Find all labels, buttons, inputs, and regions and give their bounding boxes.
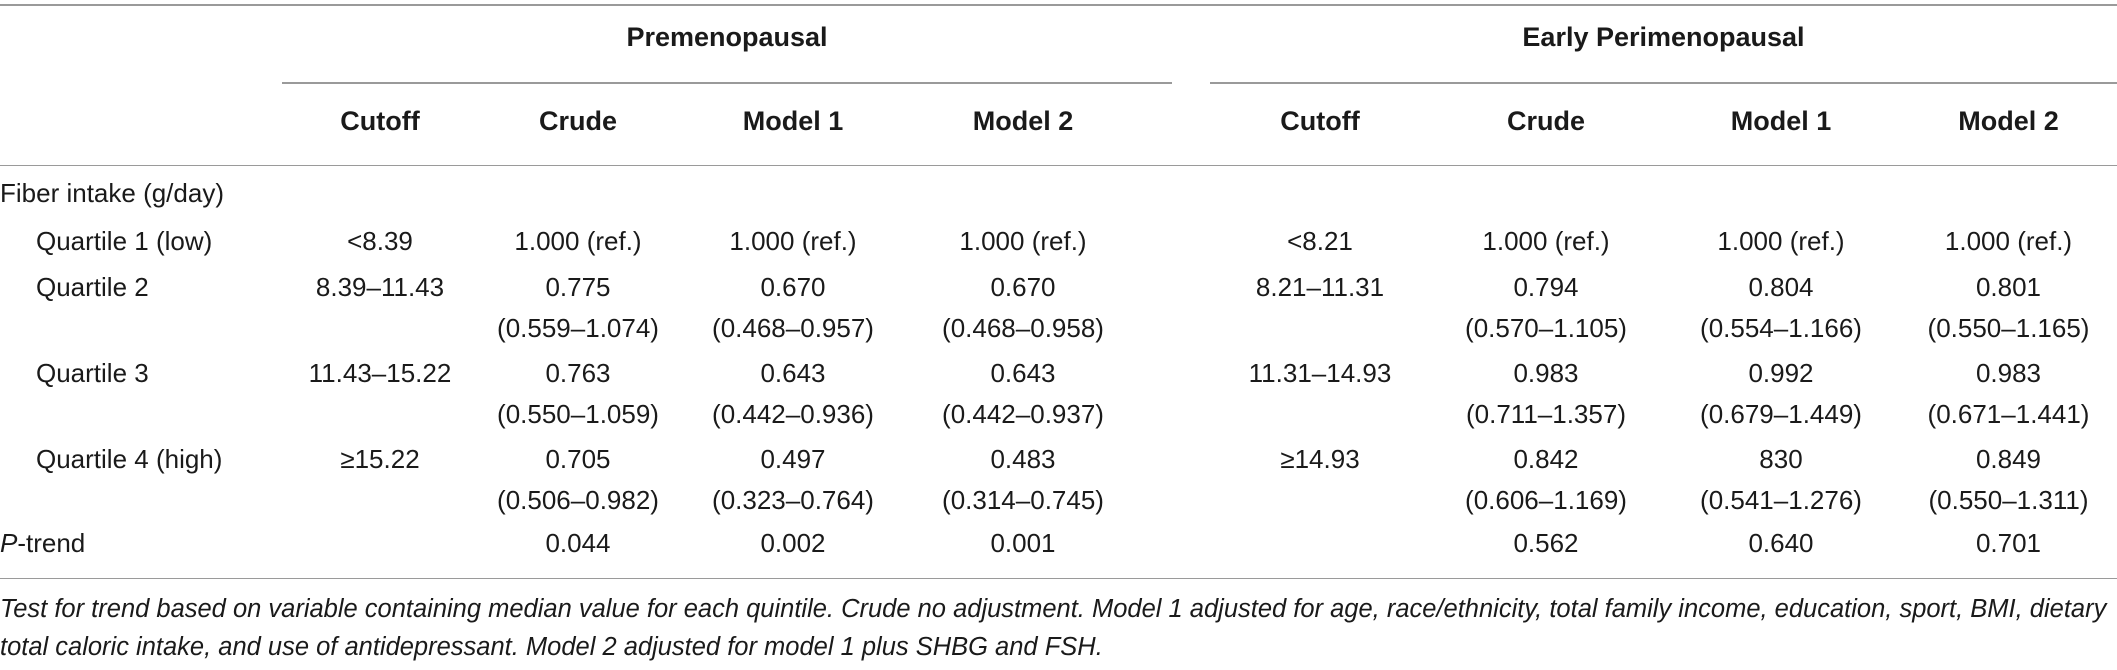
table-cell: 0.983 <box>1975 358 2042 388</box>
table-cell: 0.804 <box>1748 272 1814 302</box>
table-cell: 11.43–15.22 <box>308 358 452 388</box>
table-cell: 0.849 <box>1975 444 2042 474</box>
table-cell: 0.763 <box>545 358 611 388</box>
p-trend-cell: 0.044 <box>545 528 611 558</box>
bottom-rule <box>0 578 2117 579</box>
table-cell: 1.000 (ref.) <box>1717 226 1845 256</box>
top-rule <box>0 4 2117 6</box>
table-cell-ci: (0.468–0.958) <box>942 313 1104 343</box>
table-cell-ci: (0.550–1.165) <box>1927 313 2090 343</box>
table-cell-ci: (0.468–0.957) <box>712 313 874 343</box>
table-cell-ci: (0.541–1.276) <box>1700 485 1862 515</box>
table-cell: 8.39–11.43 <box>315 272 445 302</box>
group-rule-early-perimenopausal <box>1210 82 2117 84</box>
table-cell: 0.775 <box>545 272 611 302</box>
table-cell-ci: (0.606–1.169) <box>1465 485 1627 515</box>
column-header-pre-model-1: Model 1 <box>742 106 844 136</box>
table-cell-ci: (0.442–0.937) <box>942 399 1104 429</box>
table-cell: 0.983 <box>1513 358 1579 388</box>
table-cell: 1.000 (ref.) <box>514 226 642 256</box>
table-cell: 830 <box>1759 444 1803 474</box>
table-cell-ci: (0.550–1.311) <box>1928 485 2089 515</box>
p-trend-label-rest: -trend <box>17 528 86 558</box>
table-cell: 0.801 <box>1975 272 2042 302</box>
column-header-pre-crude: Crude <box>538 106 617 136</box>
group-header-premenopausal: Premenopausal <box>626 22 828 52</box>
table-cell: 0.670 <box>760 272 826 302</box>
table-cell: 0.670 <box>990 272 1056 302</box>
p-trend-cell: 0.701 <box>1975 528 2042 558</box>
table-cell-ci: (0.711–1.357) <box>1466 399 1626 429</box>
p-trend-cell: 0.562 <box>1513 528 1579 558</box>
row-label: Quartile 3 <box>36 358 149 388</box>
table-cell: ≥15.22 <box>340 444 420 474</box>
table-cell: 1.000 (ref.) <box>1482 226 1610 256</box>
row-label: Quartile 4 (high) <box>36 444 223 474</box>
row-label-p-trend: P-trend <box>0 522 85 565</box>
table-cell: 0.992 <box>1748 358 1814 388</box>
table-cell-ci: (0.554–1.166) <box>1700 313 1862 343</box>
table-cell: <8.21 <box>1287 226 1353 256</box>
table-cell: 0.643 <box>990 358 1056 388</box>
p-trend-cell: 0.640 <box>1748 528 1814 558</box>
p-trend-cell: 0.001 <box>990 528 1056 558</box>
p-trend-cell: 0.002 <box>760 528 826 558</box>
table-cell-ci: (0.550–1.059) <box>497 399 659 429</box>
table-cell: 8.21–11.31 <box>1255 272 1385 302</box>
table-cell: 0.705 <box>545 444 611 474</box>
table-cell-ci: (0.559–1.074) <box>497 313 659 343</box>
p-trend-label-italic: P <box>0 528 18 558</box>
table-cell-ci: (0.442–0.936) <box>712 399 874 429</box>
table-cell: 0.497 <box>760 444 826 474</box>
table-cell-ci: (0.314–0.745) <box>942 485 1104 515</box>
table-cell: 1.000 (ref.) <box>959 226 1087 256</box>
group-rule-premenopausal <box>282 82 1172 84</box>
column-header-peri-cutoff: Cutoff <box>1280 106 1360 136</box>
column-header-peri-model-1: Model 1 <box>1730 106 1832 136</box>
section-label-fiber-intake: Fiber intake (g/day) <box>0 178 224 208</box>
table-cell: 0.643 <box>760 358 826 388</box>
table-cell-ci: (0.323–0.764) <box>712 485 874 515</box>
table-cell: <8.39 <box>347 226 413 256</box>
table-cell-ci: (0.506–0.982) <box>497 485 659 515</box>
table-cell-ci: (0.570–1.105) <box>1465 313 1627 343</box>
table-cell: ≥14.93 <box>1280 444 1360 474</box>
column-header-pre-model-2: Model 2 <box>972 106 1074 136</box>
table-cell: 0.842 <box>1513 444 1579 474</box>
table-cell-ci: (0.671–1.441) <box>1927 399 2090 429</box>
table-cell: 0.794 <box>1513 272 1579 302</box>
table-cell: 0.483 <box>990 444 1056 474</box>
group-header-early-perimenopausal: Early Perimenopausal <box>1522 22 1805 52</box>
column-header-peri-crude: Crude <box>1506 106 1585 136</box>
row-label: Quartile 1 (low) <box>36 226 213 256</box>
column-header-pre-cutoff: Cutoff <box>340 106 420 136</box>
row-label: Quartile 2 <box>36 272 149 302</box>
table-footnote: Test for trend based on variable contain… <box>0 595 2107 661</box>
header-rule <box>0 165 2117 166</box>
table-cell: 1.000 (ref.) <box>729 226 857 256</box>
table-cell-ci: (0.679–1.449) <box>1700 399 1862 429</box>
table-cell: 11.31–14.93 <box>1248 358 1392 388</box>
table-cell: 1.000 (ref.) <box>1944 226 2073 256</box>
column-header-peri-model-2: Model 2 <box>1958 106 2059 136</box>
